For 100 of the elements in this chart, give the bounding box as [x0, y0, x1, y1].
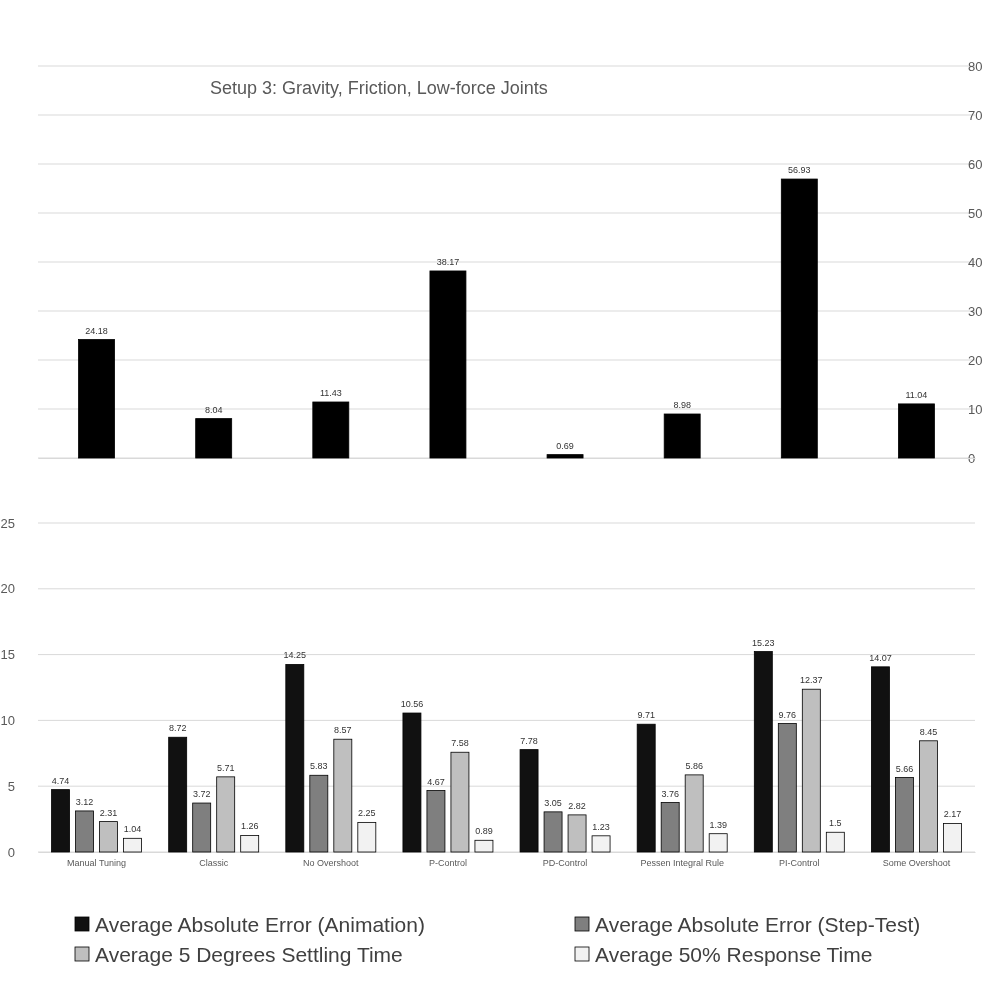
data-label: 5.83 [310, 761, 328, 772]
bar [660, 802, 680, 853]
data-label: 8.98 [673, 400, 691, 410]
bar [450, 751, 470, 853]
bar [519, 749, 539, 853]
bar [753, 651, 773, 853]
bar [780, 178, 818, 459]
data-label: 5.71 [216, 762, 235, 773]
bar [567, 814, 587, 853]
bar [51, 789, 70, 853]
data-label: 12.37 [800, 675, 823, 686]
data-label: 4.74 [51, 775, 70, 786]
data-label: 38.17 [436, 256, 460, 267]
y-tick-label: 20 [0, 581, 15, 597]
y-tick-label: 70 [968, 107, 983, 123]
legend-label: Average Absolute Error (Animation) [95, 913, 425, 936]
x-tick-label: No Overshoot [303, 858, 360, 869]
data-label: 1.26 [240, 821, 259, 832]
bar [357, 821, 377, 853]
data-label: 7.58 [451, 738, 469, 749]
bar [195, 418, 233, 459]
x-tick-label: Some Overshoot [882, 858, 951, 869]
data-label: 8.72 [168, 723, 187, 734]
bar [663, 413, 701, 459]
x-tick-label: PI-Control [779, 858, 820, 869]
bar [708, 833, 728, 853]
bar [78, 339, 115, 459]
data-label: 8.04 [204, 404, 223, 415]
data-label: 8.45 [919, 726, 938, 737]
y-tick-label: 60 [968, 156, 983, 172]
data-label: 15.23 [752, 637, 775, 648]
legend-label: Average 5 Degrees Settling Time [95, 943, 403, 966]
data-label: 2.82 [568, 800, 586, 811]
bar [801, 688, 821, 853]
data-label: 11.04 [905, 389, 928, 400]
x-tick-label: P-Control [428, 858, 467, 869]
x-tick-label: Classic [199, 858, 229, 869]
bar [684, 774, 704, 853]
data-label: 4.67 [427, 776, 445, 787]
text: Setup 3: Gravity, Friction, Low-force Joints [210, 78, 548, 98]
y-tick-label: 50 [968, 205, 983, 221]
bar [285, 664, 305, 853]
legend-label: Average Absolute Error (Step-Test) [595, 913, 921, 936]
data-label: 2.31 [99, 807, 118, 818]
y-tick-label: 40 [968, 254, 983, 270]
data-label: 3.05 [544, 797, 562, 808]
bar [312, 401, 350, 459]
data-label: 3.72 [192, 789, 211, 800]
bar [636, 723, 656, 853]
bar [543, 811, 563, 853]
data-label: 2.17 [943, 809, 962, 820]
data-label: 5.66 [895, 763, 914, 774]
bar [309, 774, 329, 853]
bar [777, 723, 797, 853]
bar [75, 810, 94, 853]
data-label: 0.69 [556, 440, 574, 451]
bar [474, 839, 494, 853]
bar [895, 777, 914, 853]
bar [192, 802, 212, 853]
data-label: 14.07 [869, 652, 892, 663]
bar [168, 736, 188, 853]
bar [240, 835, 260, 853]
bar [216, 776, 236, 853]
y-tick-label: 10 [968, 401, 983, 417]
data-label: 3.12 [75, 796, 94, 807]
bar [871, 666, 890, 853]
y-tick-label: 15 [0, 647, 15, 663]
y-tick-label: 80 [968, 58, 983, 74]
data-label: 3.76 [661, 788, 679, 799]
y-tick-label: 10 [0, 713, 15, 729]
data-label: 0.89 [475, 826, 493, 837]
bar [402, 712, 422, 853]
data-label: 11.43 [319, 387, 342, 398]
legend-label: Average 50% Response Time [595, 943, 873, 966]
bar [943, 823, 962, 853]
bar [898, 403, 935, 459]
x-tick-label: PD-Control [542, 858, 588, 869]
data-label: 7.78 [520, 735, 538, 746]
data-label: 2.25 [358, 808, 376, 819]
data-label: 8.57 [334, 725, 352, 736]
y-tick-label: 20 [968, 352, 983, 368]
y-tick-label: 25 [0, 515, 15, 531]
data-label: 10.56 [400, 699, 424, 710]
bar [426, 790, 446, 853]
data-label: 9.71 [637, 710, 655, 721]
bar [429, 270, 467, 459]
data-label: 56.93 [788, 165, 811, 176]
data-label: 1.04 [123, 824, 142, 835]
x-tick-label: Pessen Integral Rule [640, 858, 724, 869]
bar [333, 738, 353, 853]
data-label: 24.18 [85, 325, 108, 336]
y-tick-label: 5 [7, 778, 15, 794]
data-label: 1.23 [592, 821, 610, 832]
y-tick-label: 0 [7, 844, 15, 860]
bar [123, 837, 142, 853]
data-label: 5.86 [685, 760, 703, 771]
y-tick-label: 30 [968, 303, 983, 319]
bar [825, 831, 845, 853]
data-label: 1.5 [829, 818, 842, 829]
bar [919, 740, 938, 853]
